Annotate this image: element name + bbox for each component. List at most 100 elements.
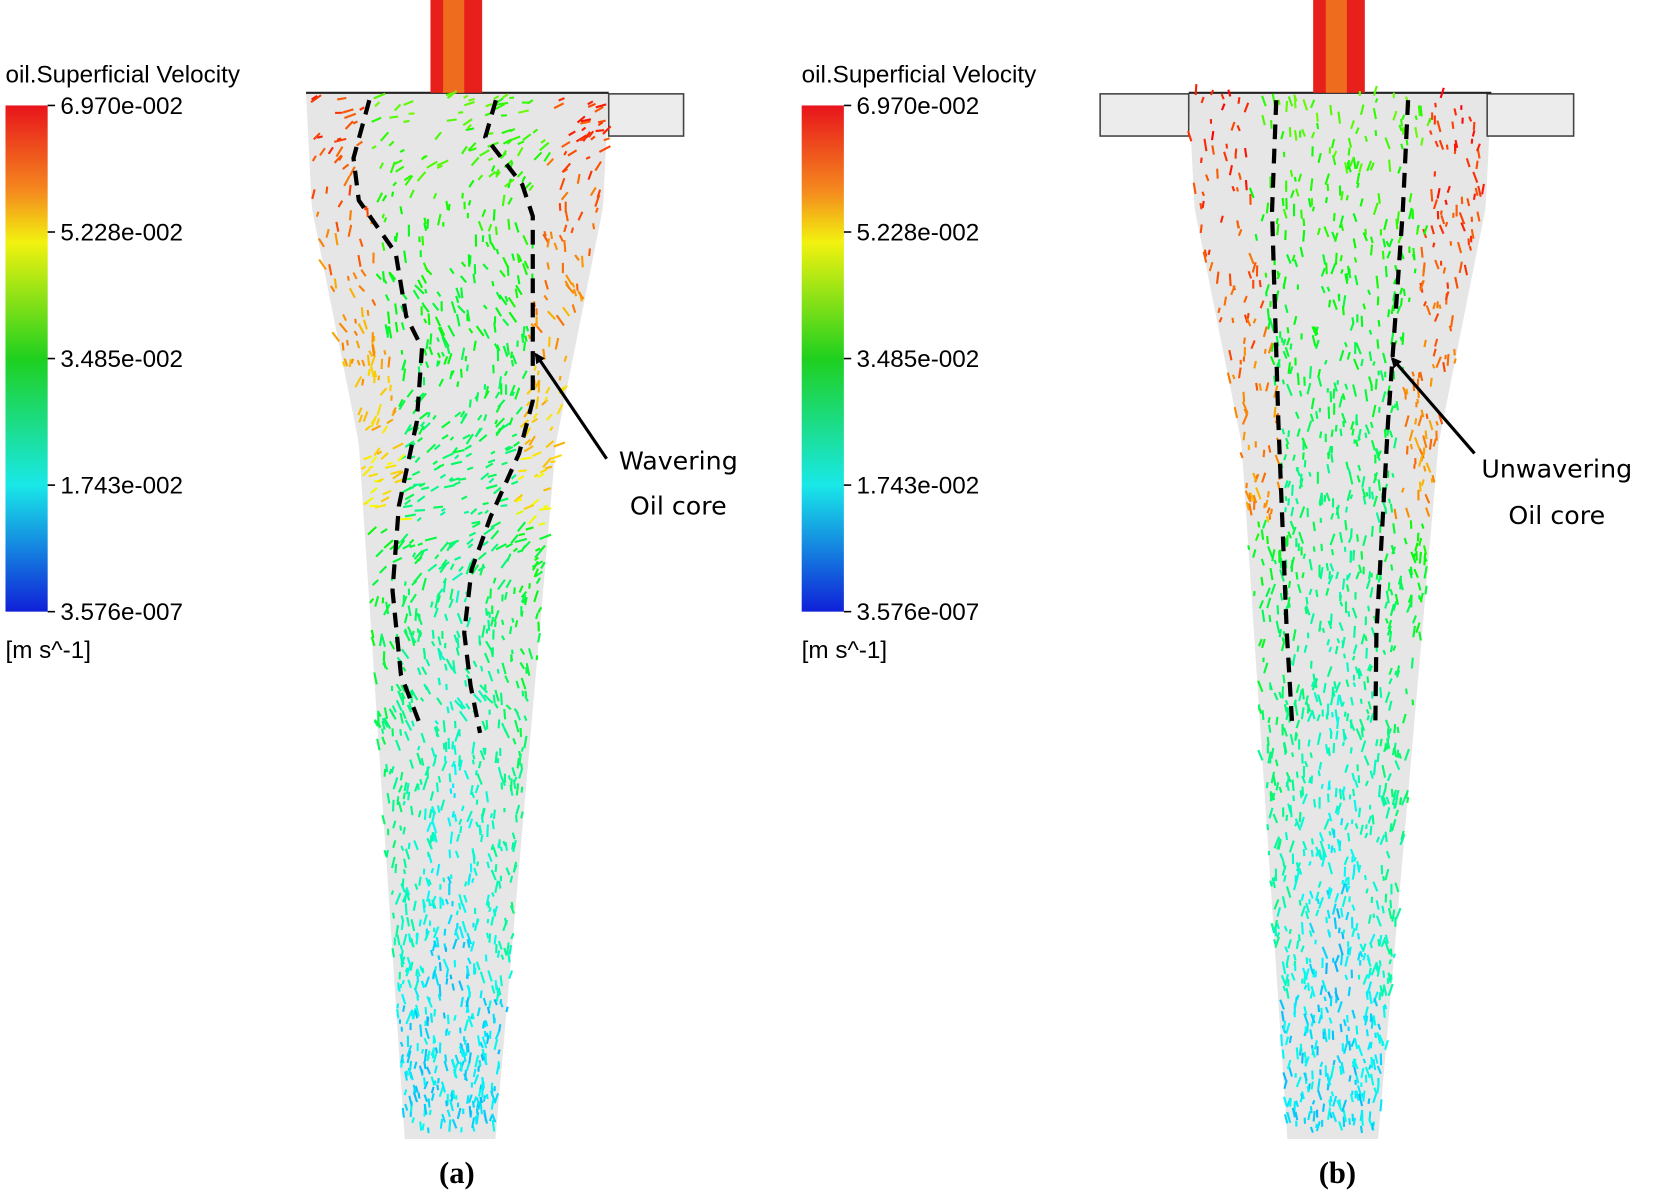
velocity-vector xyxy=(1415,622,1421,633)
velocity-vector xyxy=(523,445,534,453)
velocity-vector xyxy=(539,507,552,511)
velocity-vector xyxy=(467,200,472,206)
velocity-vector xyxy=(398,398,404,408)
velocity-vector xyxy=(1310,985,1316,998)
inlet-pipe xyxy=(1099,93,1190,137)
velocity-vector xyxy=(1308,922,1315,934)
velocity-vector xyxy=(414,558,420,565)
velocity-vector xyxy=(1305,902,1310,913)
velocity-vector xyxy=(1301,793,1308,805)
velocity-vector xyxy=(1384,601,1389,609)
velocity-vector xyxy=(465,1044,469,1051)
velocity-vector xyxy=(444,613,449,622)
velocity-vector xyxy=(335,221,340,232)
velocity-vector xyxy=(473,1074,480,1085)
velocity-vector xyxy=(1347,611,1351,617)
velocity-vector xyxy=(502,919,509,932)
velocity-vector xyxy=(1311,709,1316,720)
velocity-vector xyxy=(1308,963,1315,975)
velocity-vector xyxy=(453,745,457,755)
velocity-vector xyxy=(1312,673,1316,683)
velocity-vector xyxy=(494,880,499,893)
velocity-vector xyxy=(1369,825,1373,836)
velocity-vector xyxy=(1298,867,1303,875)
velocity-vector xyxy=(1362,1090,1366,1102)
velocity-vector xyxy=(1361,476,1366,488)
velocity-vector xyxy=(1329,563,1335,572)
velocity-vector xyxy=(475,325,485,337)
velocity-vector xyxy=(494,103,505,111)
velocity-vector xyxy=(493,95,500,100)
velocity-vector xyxy=(499,846,503,852)
velocity-vector xyxy=(1424,493,1431,504)
velocity-vector xyxy=(440,351,445,357)
velocity-vector xyxy=(466,810,473,823)
velocity-vector xyxy=(502,318,510,327)
velocity-vector xyxy=(1267,546,1274,558)
velocity-vector xyxy=(414,1010,419,1019)
velocity-vector xyxy=(1448,325,1453,332)
velocity-vector xyxy=(1355,342,1362,355)
velocity-vector xyxy=(1309,178,1314,192)
velocity-vector xyxy=(1366,160,1372,172)
velocity-vector xyxy=(1423,565,1428,579)
velocity-vector xyxy=(1364,424,1371,435)
velocity-vector xyxy=(422,304,430,313)
velocity-vector xyxy=(1276,358,1281,367)
velocity-vector xyxy=(1314,1123,1318,1129)
velocity-vector xyxy=(468,255,472,265)
velocity-vector xyxy=(1333,150,1338,157)
velocity-vector xyxy=(523,715,528,722)
color-bar xyxy=(5,105,48,612)
velocity-vector xyxy=(1309,413,1315,422)
velocity-vector xyxy=(389,115,399,119)
velocity-vector xyxy=(414,883,419,890)
velocity-vector xyxy=(425,658,431,667)
velocity-vector xyxy=(1346,662,1350,672)
velocity-vector xyxy=(1353,257,1358,263)
velocity-vector xyxy=(561,140,571,148)
velocity-vector xyxy=(580,118,592,123)
velocity-vector xyxy=(371,299,377,307)
velocity-vector xyxy=(488,1114,494,1122)
velocity-vector xyxy=(1339,907,1344,918)
velocity-vector xyxy=(543,294,549,301)
velocity-vector xyxy=(423,1077,426,1086)
velocity-vector xyxy=(455,647,460,656)
velocity-vector xyxy=(572,288,578,297)
velocity-vector xyxy=(1339,428,1343,437)
velocity-vector xyxy=(480,834,484,843)
velocity-vector xyxy=(480,665,484,672)
velocity-vector xyxy=(374,101,381,108)
velocity-vector xyxy=(426,995,433,1008)
velocity-vector xyxy=(502,256,510,269)
velocity-vector xyxy=(445,978,449,985)
velocity-vector xyxy=(1303,644,1308,653)
velocity-vector xyxy=(371,116,382,123)
velocity-vector xyxy=(1284,832,1289,841)
velocity-vector xyxy=(1436,187,1441,199)
velocity-vector xyxy=(1230,285,1236,296)
velocity-vector xyxy=(513,441,521,447)
velocity-vector xyxy=(1261,710,1265,720)
velocity-vector xyxy=(1309,1013,1316,1024)
velocity-vector xyxy=(477,565,486,572)
velocity-vector xyxy=(472,273,476,284)
velocity-vector xyxy=(1308,861,1312,866)
velocity-vector xyxy=(1468,116,1473,122)
velocity-vector xyxy=(1323,226,1330,238)
velocity-vector xyxy=(1258,708,1263,714)
velocity-vector xyxy=(494,226,498,236)
velocity-vector xyxy=(1343,711,1347,717)
velocity-vector xyxy=(471,522,481,529)
velocity-vector xyxy=(1395,401,1399,411)
velocity-vector xyxy=(1388,238,1394,248)
velocity-vector xyxy=(518,469,527,473)
velocity-vector xyxy=(427,313,431,326)
velocity-vector xyxy=(533,365,537,372)
velocity-vector xyxy=(539,533,552,541)
velocity-vector xyxy=(1368,1111,1372,1122)
velocity-vector xyxy=(1434,259,1440,270)
velocity-vector xyxy=(397,986,401,993)
velocity-vector xyxy=(487,619,491,631)
